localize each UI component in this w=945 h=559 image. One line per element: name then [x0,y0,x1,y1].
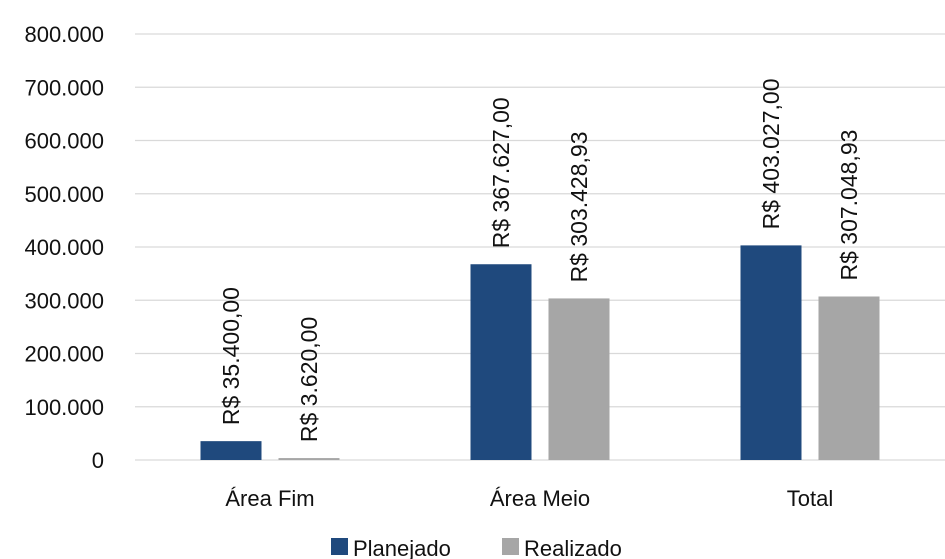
y-tick-label: 0 [92,448,104,473]
bar-planejado-0 [200,441,262,460]
x-category-label: Total [787,486,833,511]
y-axis-ticks: 0 100.000 200.000 300.000 400.000 500.000 600.… [24,22,104,473]
bar-realizado-0 [278,458,340,460]
y-tick-label: 600.000 [24,129,104,154]
data-labels: R$ 35.400,00 R$ 3.620,00 R$ 367.627,00 R$ 3… [218,78,862,442]
legend-label-realizado: Realizado [524,536,622,559]
legend-swatch-realizado [502,538,519,555]
legend-label-planejado: Planejado [353,536,451,559]
legend-swatch-planejado [331,538,348,555]
bar-realizado-2 [818,296,880,460]
data-label: R$ 303.428,93 [566,132,592,283]
y-tick-label: 400.000 [24,235,104,260]
data-label: R$ 403.027,00 [758,78,784,229]
x-category-label: Área Fim [225,486,314,511]
y-tick-label: 300.000 [24,288,104,313]
y-tick-label: 800.000 [24,22,104,47]
data-label: R$ 367.627,00 [488,97,514,248]
data-label: R$ 307.048,93 [836,130,862,281]
bar-realizado-1 [548,298,610,460]
bars [200,245,880,460]
y-tick-label: 100.000 [24,395,104,420]
y-tick-label: 700.000 [24,75,104,100]
y-tick-label: 500.000 [24,182,104,207]
y-tick-label: 200.000 [24,342,104,367]
x-category-label: Área Meio [490,486,590,511]
x-axis-categories: Área Fim Área Meio Total [225,486,833,511]
data-label: R$ 35.400,00 [218,287,244,425]
legend: Planejado Realizado [331,536,622,559]
data-label: R$ 3.620,00 [296,317,322,442]
gridlines [135,33,945,461]
bar-planejado-1 [470,264,532,460]
bar-planejado-2 [740,245,802,460]
